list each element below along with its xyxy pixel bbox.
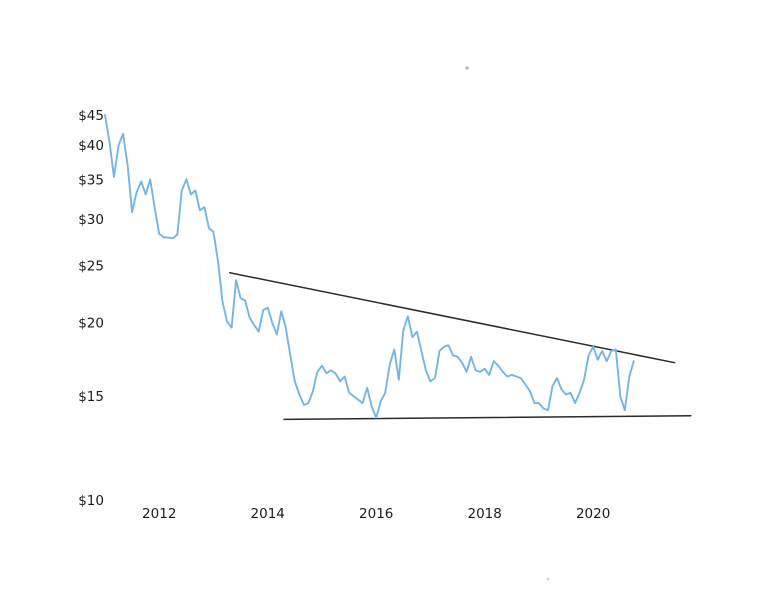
y-axis-tick-label: $40 bbox=[78, 138, 104, 154]
y-axis-tick-label: $10 bbox=[78, 493, 104, 509]
y-axis-tick-label: $15 bbox=[78, 389, 104, 405]
upper-resistance-trendline bbox=[229, 271, 676, 364]
x-axis-tick-label: 2016 bbox=[359, 506, 393, 522]
y-axis-tick-label: $25 bbox=[78, 258, 104, 274]
x-axis-tick-label: 2020 bbox=[576, 506, 610, 522]
y-axis-tick-label: $45 bbox=[78, 108, 104, 124]
lower-support-trendline bbox=[283, 414, 692, 421]
scan-speck bbox=[465, 66, 469, 70]
scan-speck bbox=[546, 577, 550, 581]
y-axis-tick-label: $35 bbox=[78, 172, 104, 188]
x-axis-tick-label: 2012 bbox=[142, 506, 176, 522]
price-line bbox=[104, 114, 635, 419]
y-axis-tick-label: $30 bbox=[78, 212, 104, 228]
x-axis-tick-label: 2014 bbox=[251, 506, 285, 522]
y-axis-tick-label: $20 bbox=[78, 316, 104, 332]
x-axis-tick-label: 2018 bbox=[468, 506, 502, 522]
